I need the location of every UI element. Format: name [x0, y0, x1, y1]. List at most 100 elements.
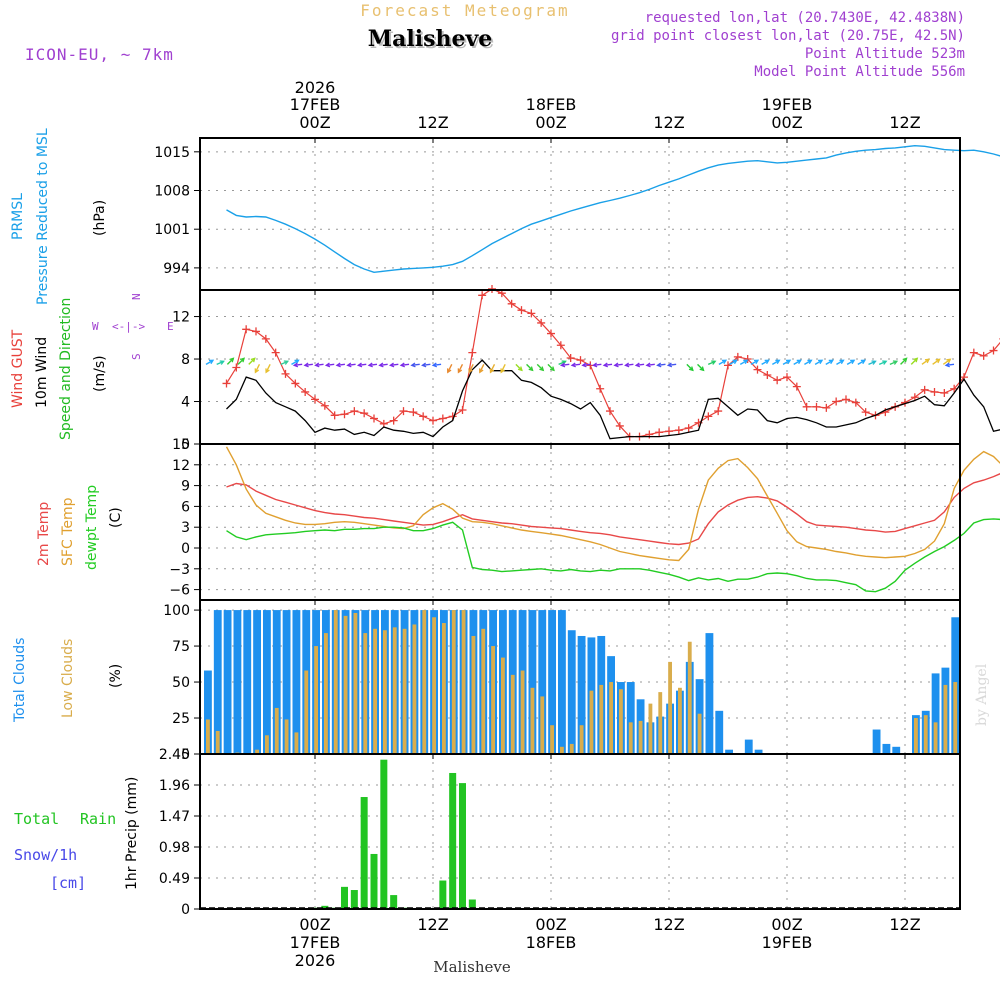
rain-bar: [380, 759, 388, 909]
compass-s: S: [130, 353, 143, 360]
wind-arrow: [254, 364, 261, 373]
wind-arrow-head: [807, 359, 813, 365]
rain-bar: [468, 899, 476, 909]
low-cloud-bar: [304, 670, 309, 754]
wind-arrow-head: [346, 362, 352, 368]
wind-arrow: [237, 357, 245, 365]
gust-point: [733, 352, 742, 361]
wind-arrow-head: [539, 366, 545, 372]
wind-arrow-head: [421, 362, 427, 368]
wind-arrow: [457, 364, 464, 373]
low-cloud-bar: [658, 692, 663, 754]
gust-point: [320, 401, 329, 410]
wind-arrow-head: [457, 368, 463, 374]
wind-arrow-head: [314, 362, 320, 368]
wind-arrow-head: [860, 359, 867, 365]
gust-point: [743, 355, 752, 364]
y-tick-label: 1008: [154, 184, 190, 200]
gust-point: [842, 395, 850, 404]
wind-arrow: [489, 364, 496, 373]
bottom-year-label: 2026: [295, 951, 336, 970]
wind-arrow-head: [946, 358, 952, 364]
compass-w: W: [92, 320, 99, 333]
gust-point: [655, 428, 664, 437]
low-cloud-bar: [363, 633, 368, 754]
low-cloud-bar: [569, 743, 574, 754]
rain-bar: [360, 797, 368, 909]
low-cloud-bar: [668, 661, 672, 754]
wind-arrow-head: [378, 362, 384, 368]
wind-arrow-head: [549, 366, 555, 372]
low-cloud-bar: [687, 641, 692, 754]
wind-arrow-head: [528, 366, 534, 372]
wind-arrow-head: [732, 359, 738, 365]
wind-arrow-head: [634, 362, 641, 368]
wind-arrow: [900, 357, 908, 365]
low-cloud-bar: [314, 646, 318, 754]
y-tick-label: 12: [172, 458, 190, 474]
rain-bar: [321, 905, 329, 909]
wind-arrow: [921, 358, 930, 365]
bottom-hour-label: 12Z: [889, 915, 920, 934]
y-tick-label: 1.47: [159, 809, 190, 825]
gust-point: [920, 385, 929, 394]
gust-point: [429, 416, 437, 425]
gust-point: [222, 379, 231, 388]
wind-arrow: [932, 358, 941, 365]
wind-arrow-head: [581, 362, 587, 368]
wind-arrow: [686, 363, 694, 371]
wind-arrow: [697, 363, 705, 371]
y-tick-label: 25: [172, 711, 190, 727]
wind-arrow-head: [208, 359, 215, 365]
pressure-series: [226, 144, 1000, 274]
gust-point: [438, 414, 447, 423]
low-cloud-bar: [215, 730, 220, 754]
gust-point: [665, 427, 673, 436]
y-tick-label: 9: [181, 479, 190, 495]
gust-point: [232, 363, 241, 372]
panel-frame: [199, 289, 961, 445]
gust-point: [488, 284, 496, 293]
low-cloud-bar: [265, 735, 269, 754]
panel-frame: [199, 753, 961, 910]
low-cloud-bar: [442, 623, 446, 754]
y-tick-label: 0.49: [159, 871, 190, 887]
wind-arrow-head: [882, 360, 888, 365]
total-cloud-bar: [213, 610, 222, 754]
y-tick-label: −3: [169, 562, 190, 578]
wind-arrow: [447, 364, 453, 373]
wind-arrow-head: [570, 362, 576, 368]
low-cloud-bar: [609, 682, 613, 754]
gust-point: [389, 416, 398, 425]
compass-e: E: [167, 320, 174, 333]
wind-arrow-head: [410, 362, 416, 368]
total-cloud-bar: [744, 739, 753, 754]
gust-point: [547, 329, 555, 338]
gust-point: [478, 291, 487, 300]
wind-arrow-head: [559, 362, 566, 368]
gust-point: [517, 306, 526, 315]
wind-arrow-head: [656, 362, 662, 368]
compass-mid: <-|->: [112, 320, 145, 333]
y-tick-label: 0: [181, 902, 190, 918]
bottom-date-label: 19FEB: [762, 933, 813, 952]
panel-grids: [200, 138, 960, 910]
gust-label: Wind GUST: [10, 329, 26, 408]
pressure-label-prmsl: PRMSL: [10, 193, 26, 240]
top-hour-label: 00Z: [771, 113, 802, 132]
y-tick-label: 2.45: [159, 747, 190, 763]
low-cloud-bar: [255, 749, 259, 754]
gust-point: [851, 398, 860, 407]
cloud-bars: [204, 610, 960, 754]
y-tick-label: 1.96: [159, 778, 190, 794]
bottom-hour-label: 00Z: [771, 915, 802, 934]
sfc-temp-series: [225, 446, 1000, 562]
gust-point: [261, 334, 270, 343]
wind-arrow-head: [711, 360, 717, 365]
station-name: Malisheve: [368, 26, 492, 52]
gridpoint-coords: grid point closest lon,lat (20.75E, 42.5…: [611, 28, 965, 44]
wind-label: 10m Wind: [34, 337, 50, 408]
rain-label-b: Rain: [80, 810, 116, 828]
wind-arrow-head: [850, 359, 856, 365]
